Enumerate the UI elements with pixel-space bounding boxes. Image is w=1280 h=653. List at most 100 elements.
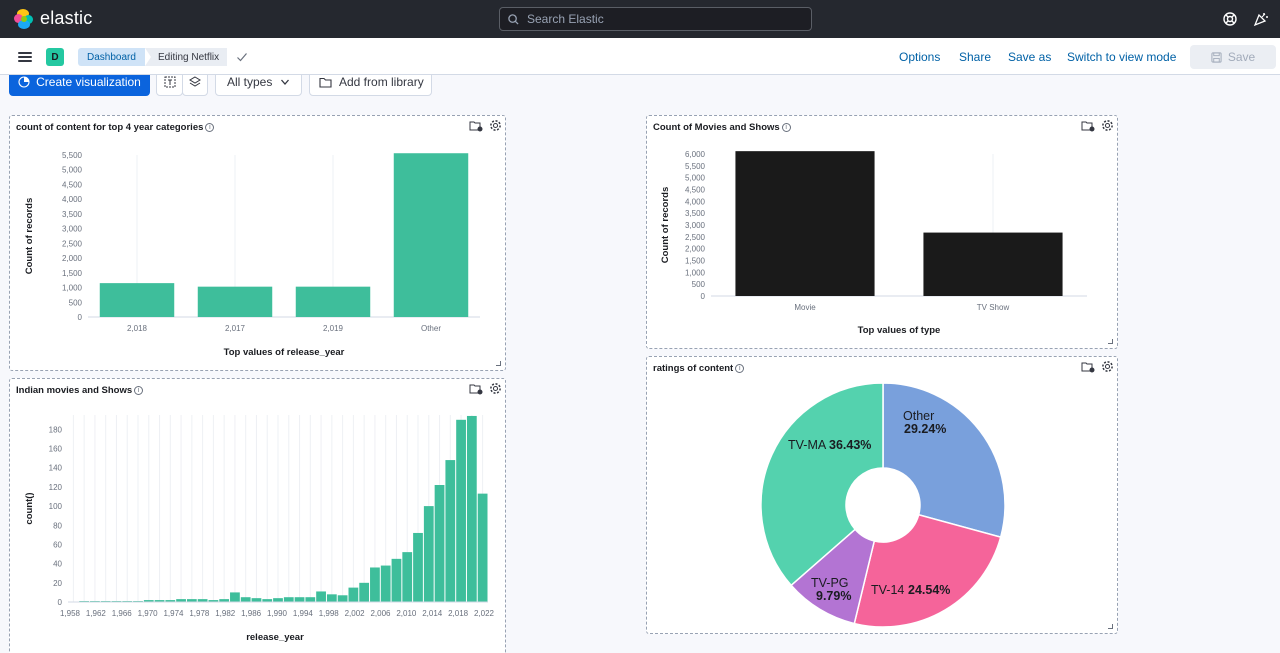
pie-slice bbox=[760, 382, 884, 587]
y-tick-label: 4,000 bbox=[62, 195, 83, 204]
options-link[interactable]: Options bbox=[899, 50, 941, 64]
bar bbox=[295, 286, 371, 317]
y-tick-label: 20 bbox=[53, 579, 62, 588]
bar bbox=[456, 419, 466, 602]
elastic-logo-icon bbox=[14, 8, 34, 29]
y-tick-label: 60 bbox=[53, 540, 62, 549]
save-button[interactable]: Save bbox=[1190, 45, 1276, 69]
pie-slice bbox=[882, 382, 1006, 539]
x-tick-label: 2,006 bbox=[370, 609, 391, 618]
slice-percent: 36.43% bbox=[829, 438, 871, 452]
share-link[interactable]: Share bbox=[959, 50, 992, 64]
bar bbox=[273, 598, 283, 602]
panel-actions bbox=[469, 382, 502, 395]
x-tick-label: 1,982 bbox=[215, 609, 236, 618]
panel-movies-shows: Count of Movies and Shows i 0 500 1,000 1,5… bbox=[646, 115, 1118, 349]
bar bbox=[208, 600, 219, 602]
elastic-logo[interactable]: elastic bbox=[14, 8, 92, 29]
resize-handle[interactable] bbox=[1108, 624, 1113, 629]
panel-title-text: Indian movies and Shows bbox=[16, 385, 133, 396]
y-tick-label: 40 bbox=[53, 560, 62, 569]
save-button-label: Save bbox=[1227, 50, 1256, 64]
space-avatar[interactable]: D bbox=[46, 48, 64, 66]
bar bbox=[262, 599, 273, 602]
folder-check-icon[interactable] bbox=[1081, 361, 1095, 373]
switch-view-mode-link[interactable]: Switch to view mode bbox=[1067, 50, 1177, 64]
panel-top-years: count of content for top 4 year categori… bbox=[9, 115, 506, 371]
folder-check-icon[interactable] bbox=[469, 120, 483, 132]
bar bbox=[445, 460, 456, 602]
resize-handle[interactable] bbox=[1108, 339, 1113, 344]
bar-chart-movies-shows: 0 500 1,000 1,500 2,000 2,500 3,000 3,500 4,000 4… bbox=[660, 150, 1087, 336]
news-feed-icon[interactable] bbox=[1253, 11, 1269, 27]
bar bbox=[143, 600, 154, 602]
folder-check-icon[interactable] bbox=[1081, 120, 1095, 132]
x-tick-label: 2,018 bbox=[448, 609, 469, 618]
y-tick-label: 6,000 bbox=[685, 150, 706, 159]
help-icon[interactable] bbox=[1222, 11, 1238, 27]
gear-icon[interactable] bbox=[489, 119, 502, 132]
bar bbox=[434, 485, 445, 602]
x-tick-label: 1,998 bbox=[319, 609, 340, 618]
y-axis-title: Count of records bbox=[24, 198, 35, 275]
check-icon bbox=[237, 53, 247, 62]
y-tick-label: 3,000 bbox=[685, 221, 706, 230]
bar bbox=[326, 594, 337, 602]
app-header: D Dashboard Editing Netflix Options Shar… bbox=[0, 38, 1280, 75]
x-tick-label: 2,010 bbox=[396, 609, 417, 618]
info-icon[interactable]: i bbox=[735, 364, 745, 373]
info-icon[interactable]: i bbox=[781, 123, 791, 132]
bar bbox=[176, 599, 186, 602]
bar bbox=[466, 415, 477, 602]
folder-check-icon[interactable] bbox=[469, 383, 483, 395]
gear-icon[interactable] bbox=[489, 382, 502, 395]
x-axis-title: release_year bbox=[246, 632, 304, 643]
y-tick-label: 2,500 bbox=[685, 233, 706, 242]
breadcrumb-dashboard[interactable]: Dashboard bbox=[78, 48, 145, 66]
resize-handle[interactable] bbox=[496, 361, 501, 366]
visualize-app-icon bbox=[18, 76, 30, 88]
panel-actions bbox=[1081, 119, 1114, 132]
y-tick-label: 5,000 bbox=[685, 174, 706, 183]
bar bbox=[735, 151, 875, 296]
bar bbox=[413, 532, 423, 602]
x-tick-label: 1,962 bbox=[86, 609, 107, 618]
save-as-link[interactable]: Save as bbox=[1008, 50, 1052, 64]
search-input[interactable] bbox=[527, 12, 797, 26]
x-tick-label: Other bbox=[421, 324, 441, 333]
layers-icon bbox=[189, 76, 201, 87]
info-icon[interactable]: i bbox=[134, 386, 144, 395]
x-tick-label: 1,970 bbox=[138, 609, 159, 618]
x-tick-label: TV Show bbox=[977, 303, 1010, 312]
bar bbox=[165, 600, 176, 602]
gear-icon[interactable] bbox=[1101, 119, 1114, 132]
y-tick-label: 500 bbox=[69, 298, 83, 307]
global-search[interactable] bbox=[499, 7, 812, 31]
bar bbox=[154, 600, 165, 602]
panel-indian-content: Indian movies and Shows i 0 20 40 60 80 100 12… bbox=[9, 378, 506, 653]
create-visualization-label: Create visualization bbox=[36, 75, 141, 89]
menu-icon[interactable] bbox=[18, 52, 32, 62]
breadcrumb-current: Editing Netflix bbox=[145, 48, 228, 66]
y-tick-label: 0 bbox=[58, 598, 63, 607]
y-tick-label: 3,500 bbox=[685, 209, 706, 218]
slice-label: TV-PG bbox=[811, 576, 849, 590]
bar-chart-indian-content: 0 20 40 60 80 100 120 140 160 180 1,958 1,962 1,966 1… bbox=[24, 415, 495, 643]
panel-title-text: Count of Movies and Shows bbox=[653, 122, 780, 133]
x-tick-label: 2,002 bbox=[345, 609, 366, 618]
y-tick-label: 500 bbox=[692, 280, 706, 289]
y-tick-label: 4,000 bbox=[685, 197, 706, 206]
bar bbox=[230, 592, 240, 602]
gear-icon[interactable] bbox=[1101, 360, 1114, 373]
y-tick-label: 3,000 bbox=[62, 225, 83, 234]
bar bbox=[359, 582, 370, 602]
info-icon[interactable]: i bbox=[205, 123, 215, 132]
x-tick-label: 2,017 bbox=[225, 324, 246, 333]
brand-name: elastic bbox=[40, 8, 93, 28]
slice-percent: 24.54% bbox=[908, 583, 950, 597]
y-tick-label: 140 bbox=[49, 464, 63, 473]
x-tick-label: 2,018 bbox=[127, 324, 148, 333]
bar bbox=[393, 153, 469, 317]
y-tick-label: 80 bbox=[53, 521, 62, 530]
bar bbox=[923, 232, 1063, 296]
